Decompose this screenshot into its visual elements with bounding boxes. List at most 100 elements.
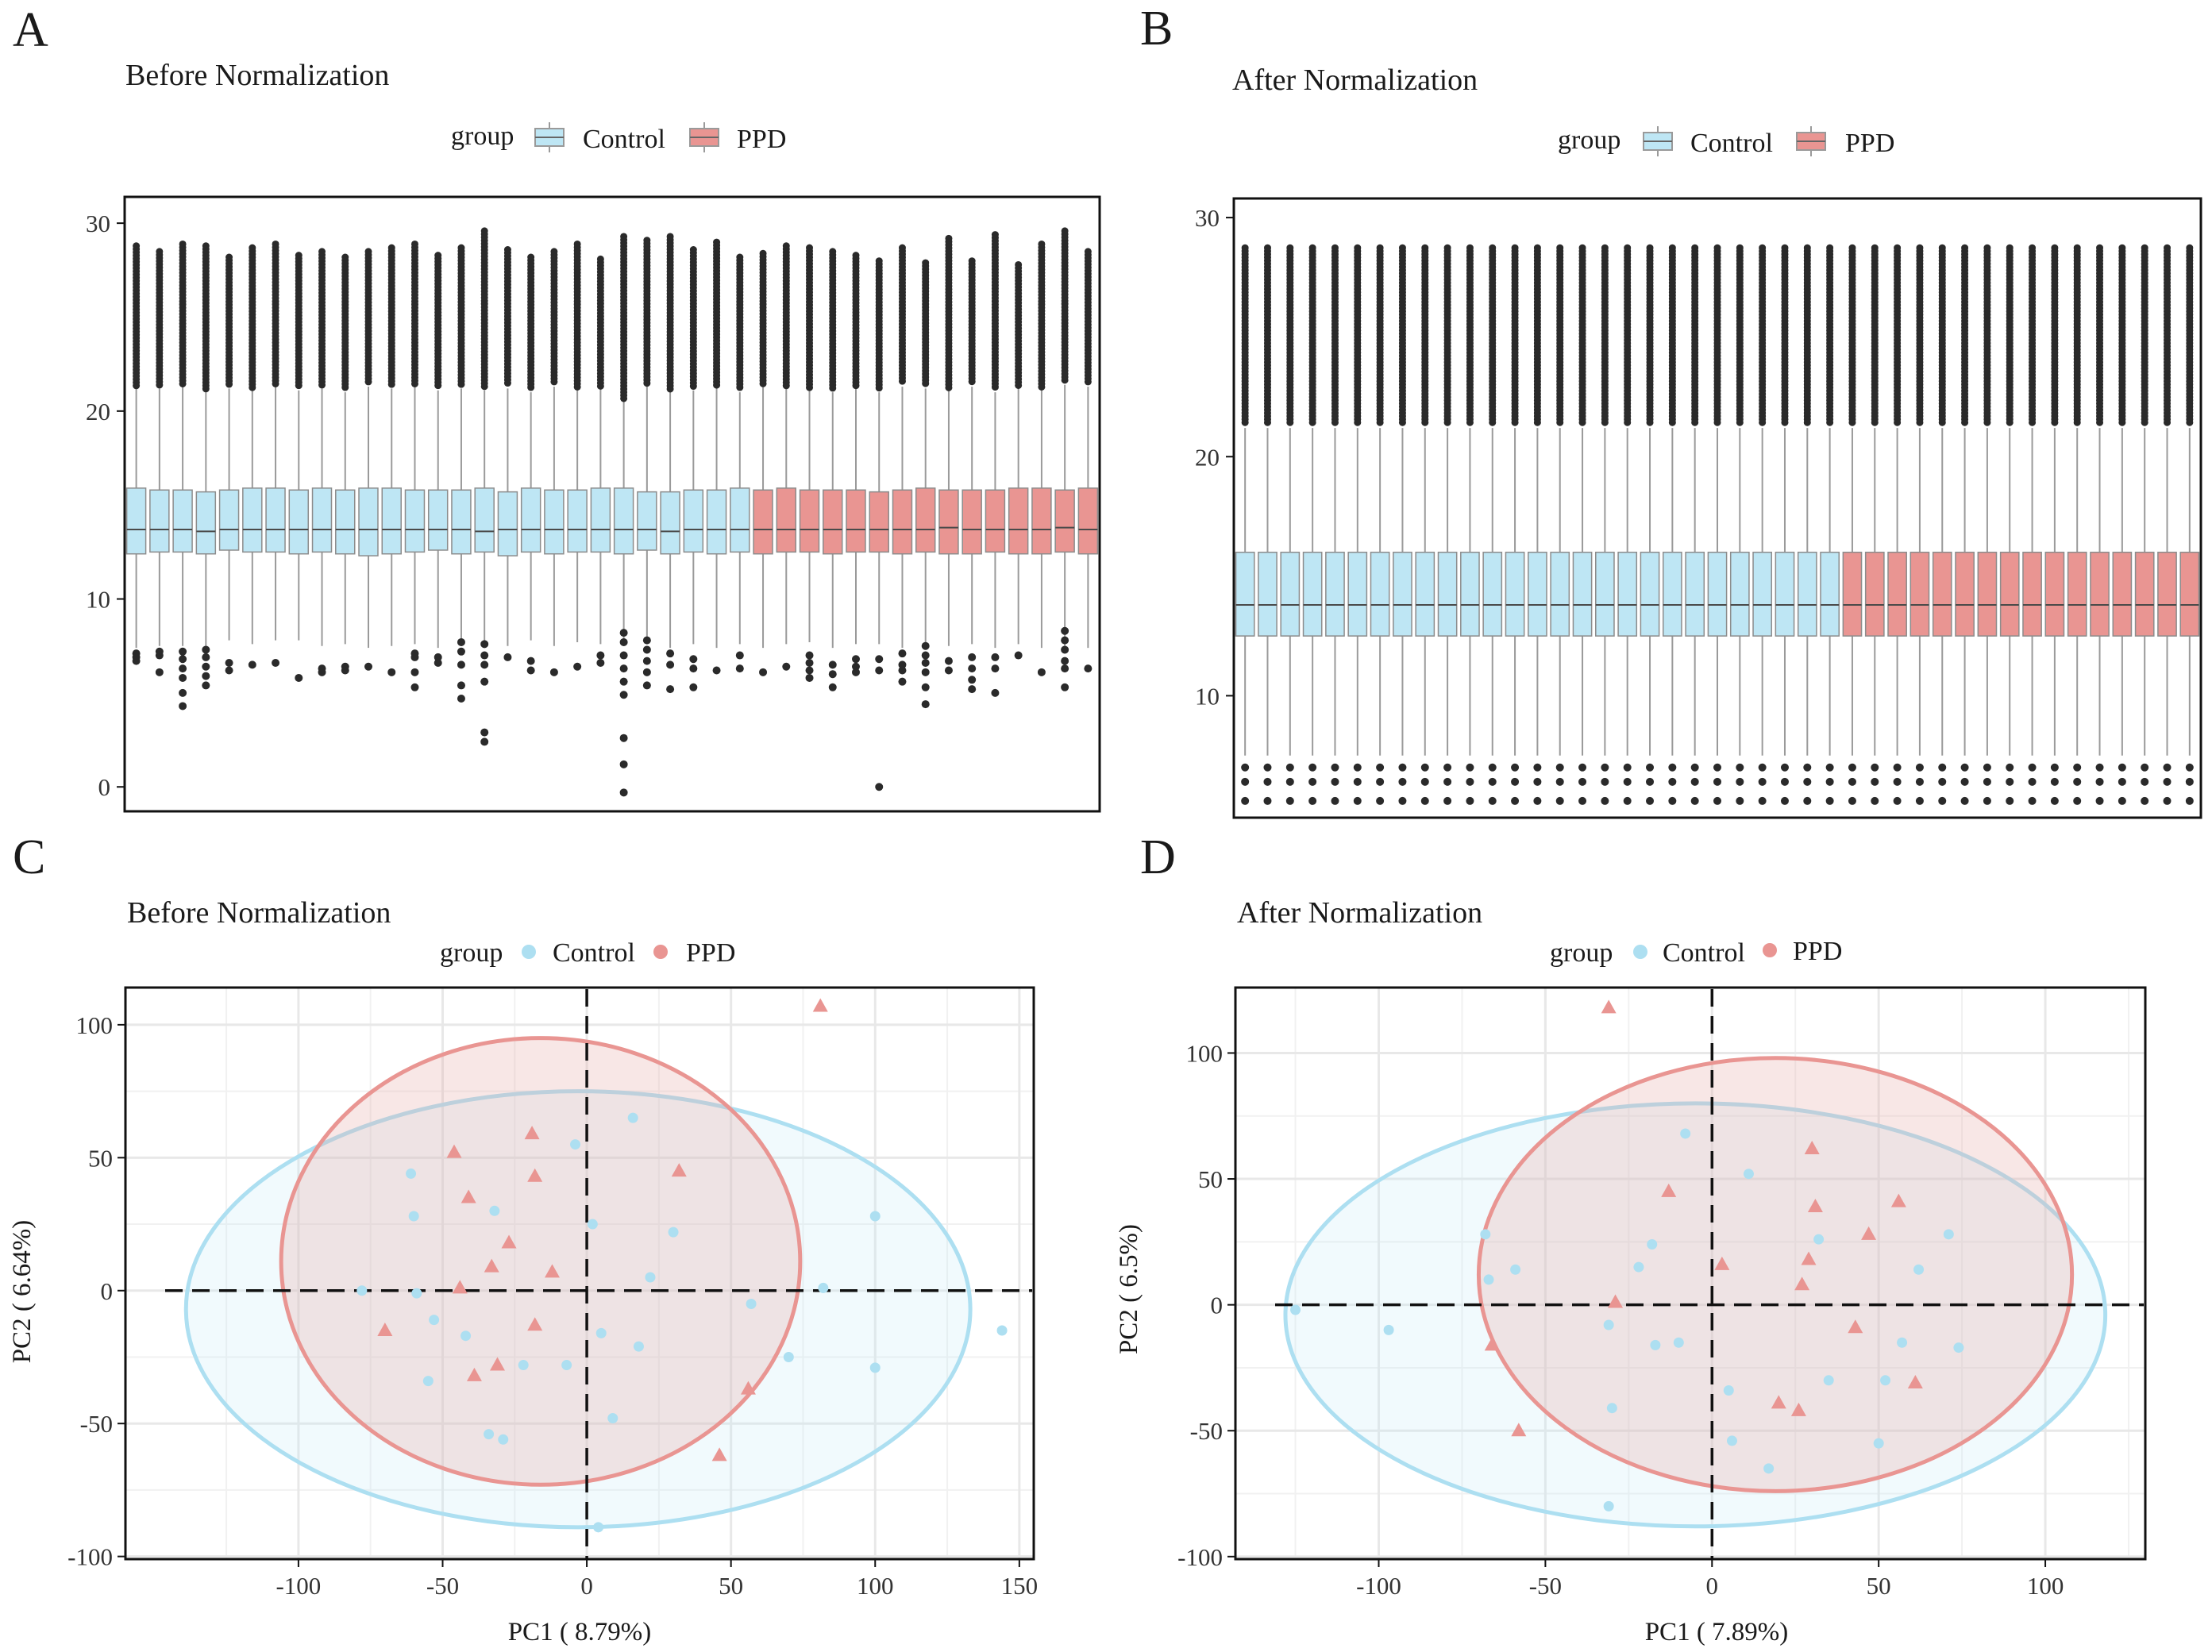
outlier-point [2028,777,2037,786]
box-iqr [172,489,193,553]
box-iqr [1415,551,1435,637]
box-iqr [520,487,541,553]
box-ppd [2179,244,2200,805]
box-iqr [2044,551,2065,637]
box-iqr [846,489,866,553]
box-ppd [1864,244,1885,805]
outlier-point [805,659,814,668]
outlier-point [1353,796,1362,805]
outlier-point [1533,763,1542,772]
outlier-point [875,783,884,791]
upper-outliers [1916,244,1924,426]
box-iqr [149,489,170,553]
box-iqr [2112,551,2133,637]
box-control [706,238,727,675]
outlier-point [1690,796,1699,805]
outlier-point [526,657,535,665]
outlier-point [1286,418,1294,426]
upper-outliers [1871,244,1879,426]
upper-outliers [991,231,999,391]
outlier-point [2163,763,2172,772]
outlier-point [457,681,465,690]
outlier-point [1466,777,1474,786]
box-iqr [195,491,217,555]
outlier-point [179,688,187,697]
outlier-point [619,691,628,699]
outlier-point [1690,763,1699,772]
upper-outliers [1398,244,1406,426]
y-tick-label: 20 [86,398,110,426]
outlier-point [272,379,279,387]
outlier-point [2163,777,2172,786]
outlier-point [1780,777,1789,786]
upper-outliers [1691,244,1699,426]
outlier-point [1376,796,1385,805]
outlier-point [1555,763,1564,772]
box-iqr [288,489,310,555]
box-iqr [311,487,333,553]
outlier-point [1285,796,1294,805]
outlier-point [480,383,488,391]
outlier-point [759,668,768,676]
box-iqr [1370,551,1390,637]
box-control [1662,244,1682,805]
upper-outliers [2073,244,2081,426]
outlier-point [1646,777,1655,786]
outlier-point [457,637,465,646]
box-control [1393,244,1412,805]
outlier-point [619,677,628,686]
outlier-point [156,381,164,389]
outlier-point [2095,796,2104,805]
outlier-point [2073,418,2081,426]
outlier-point [643,379,651,387]
upper-outliers [2118,244,2126,426]
box-control [427,252,449,668]
outlier-point [1780,763,1789,772]
box-control [1797,244,1817,805]
upper-outliers [133,242,141,390]
box-iqr [730,487,750,553]
outlier-point [1398,418,1406,426]
box-iqr [985,489,1006,553]
box-control [242,244,263,669]
upper-outliers [1263,244,1271,426]
box-iqr [1235,551,1255,637]
outlier-point [991,383,999,391]
upper-outliers [1511,244,1519,426]
outlier-point [1061,376,1069,384]
outlier-point [689,683,698,691]
box-control [1729,244,1750,805]
upper-outliers [480,227,488,391]
upper-outliers [829,248,837,392]
box-ppd [892,244,913,686]
box-control [544,248,565,676]
upper-outliers [1848,244,1856,426]
outlier-point [1713,777,1721,786]
outlier-point [1668,763,1677,772]
upper-outliers [1826,244,1834,426]
outlier-point [1061,683,1069,691]
outlier-point [1960,763,1969,772]
outlier-point [1263,796,1272,805]
outlier-point [1241,763,1250,772]
upper-outliers [1983,244,1991,426]
box-control [613,233,634,797]
box-control [660,233,680,694]
upper-outliers [875,257,883,392]
outlier-point [434,653,442,661]
outlier-point [457,694,465,703]
box-control [1415,244,1435,805]
box-ppd [915,259,936,709]
box-iqr [1864,551,1885,637]
upper-outliers [295,252,303,390]
outlier-point [1511,763,1520,772]
outlier-point [1578,777,1587,786]
upper-outliers [364,248,372,386]
box-iqr [1662,551,1682,637]
outlier-point [689,655,698,664]
outlier-point [480,651,489,660]
box-iqr [1008,487,1029,555]
outlier-point [1353,777,1362,786]
outlier-point [2141,777,2149,786]
